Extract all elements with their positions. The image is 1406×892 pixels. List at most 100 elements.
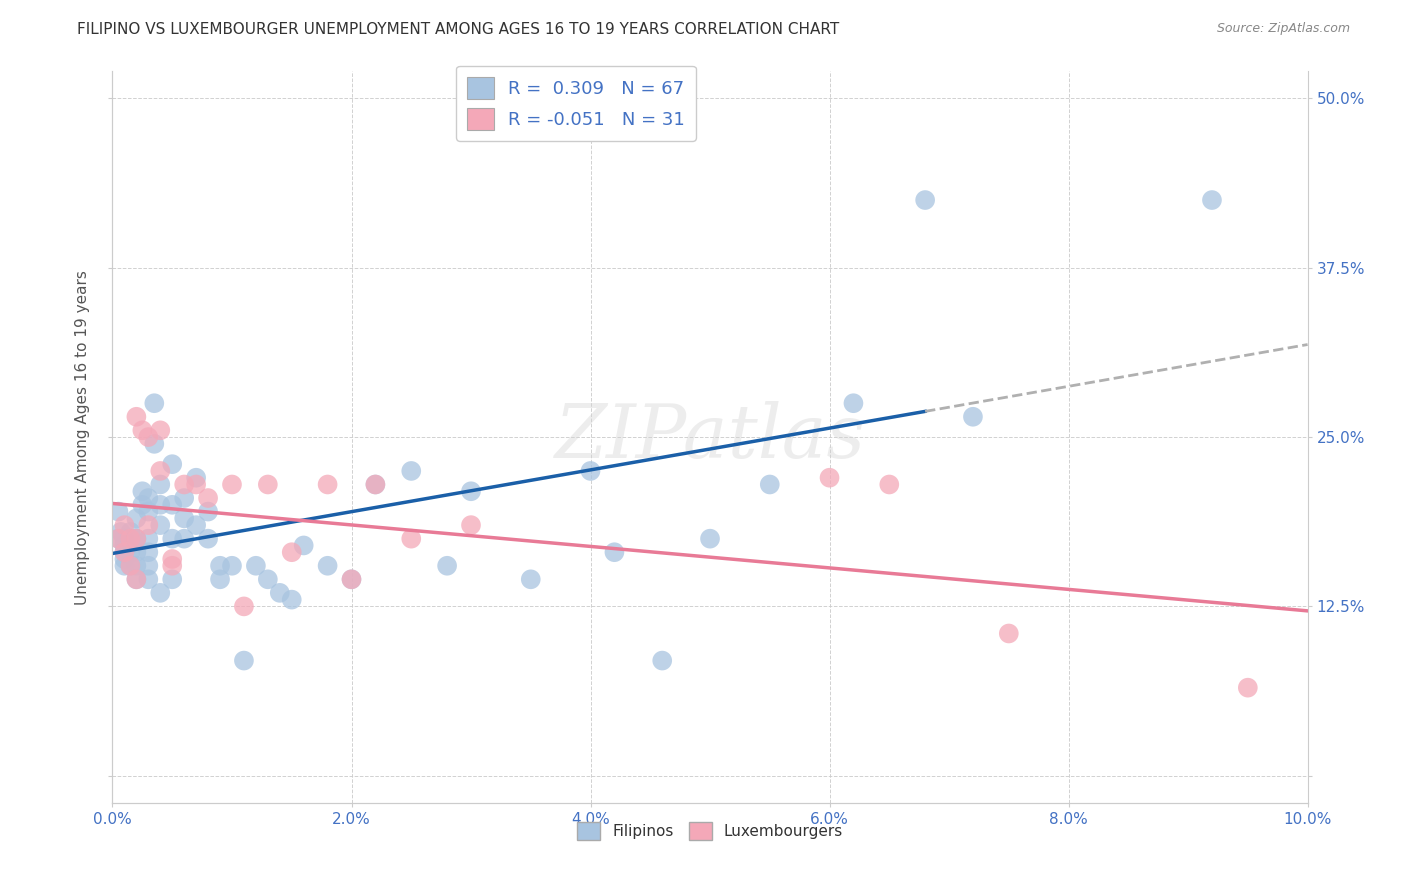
Point [436,558,458,573]
Point [520,572,543,586]
Point [579,464,602,478]
Point [173,491,195,505]
Point [603,545,626,559]
Point [125,572,148,586]
Point [340,572,363,586]
Point [149,477,172,491]
Point [1201,193,1223,207]
Point [149,464,172,478]
Text: FILIPINO VS LUXEMBOURGER UNEMPLOYMENT AMONG AGES 16 TO 19 YEARS CORRELATION CHAR: FILIPINO VS LUXEMBOURGER UNEMPLOYMENT AM… [77,22,839,37]
Point [131,423,153,437]
Point [125,532,148,546]
Point [340,572,363,586]
Point [209,558,232,573]
Point [281,545,304,559]
Point [233,599,256,614]
Point [162,552,183,566]
Legend: Filipinos, Luxembourgers: Filipinos, Luxembourgers [571,815,849,847]
Point [221,477,243,491]
Point [149,498,172,512]
Point [125,545,148,559]
Point [401,464,423,478]
Point [162,558,183,573]
Point [818,471,841,485]
Point [162,532,183,546]
Point [120,558,142,573]
Point [364,477,387,491]
Point [257,477,280,491]
Point [114,558,135,573]
Point [149,518,172,533]
Point [114,552,135,566]
Point [138,518,160,533]
Point [221,558,243,573]
Point [138,572,160,586]
Point [125,409,148,424]
Point [162,457,183,471]
Text: ZIPatlas: ZIPatlas [554,401,866,474]
Point [120,532,142,546]
Point [162,572,183,586]
Point [292,538,315,552]
Point [131,484,153,499]
Point [460,518,482,533]
Point [114,532,135,546]
Point [364,477,387,491]
Point [120,558,142,573]
Point [269,586,291,600]
Point [257,572,280,586]
Point [125,572,148,586]
Point [209,572,232,586]
Point [138,430,160,444]
Point [401,532,423,546]
Point [110,524,132,539]
Point [316,477,339,491]
Point [131,498,153,512]
Point [460,484,482,499]
Point [138,532,160,546]
Text: Source: ZipAtlas.com: Source: ZipAtlas.com [1216,22,1350,36]
Point [842,396,865,410]
Point [914,193,936,207]
Point [138,545,160,559]
Point [879,477,901,491]
Point [186,518,208,533]
Point [233,654,256,668]
Point [120,532,142,546]
Point [114,538,135,552]
Point [1237,681,1260,695]
Point [125,511,148,525]
Point [173,477,195,491]
Point [651,654,673,668]
Point [114,545,135,559]
Point [125,558,148,573]
Point [138,558,160,573]
Point [245,558,267,573]
Point [107,532,129,546]
Point [186,477,208,491]
Point [107,505,129,519]
Point [114,518,135,533]
Point [197,505,219,519]
Point [197,491,219,505]
Point [114,545,135,559]
Point [143,437,166,451]
Point [138,491,160,505]
Point [125,532,148,546]
Point [186,471,208,485]
Point [759,477,782,491]
Y-axis label: Unemployment Among Ages 16 to 19 years: Unemployment Among Ages 16 to 19 years [75,269,90,605]
Point [120,545,142,559]
Point [162,498,183,512]
Point [138,505,160,519]
Point [962,409,984,424]
Point [120,524,142,539]
Point [998,626,1021,640]
Point [149,586,172,600]
Point [699,532,721,546]
Point [281,592,304,607]
Point [173,532,195,546]
Point [107,532,129,546]
Point [173,511,195,525]
Point [197,532,219,546]
